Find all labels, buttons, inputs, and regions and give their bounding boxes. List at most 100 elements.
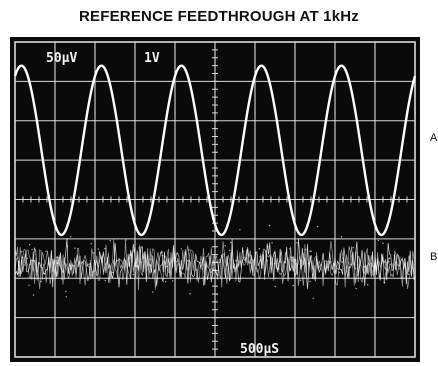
- ch1-scale-readout: 50µV: [46, 51, 77, 66]
- noise-speck: [93, 252, 95, 254]
- noise-speck: [66, 245, 69, 248]
- noise-speck: [65, 290, 67, 293]
- noise-trace-pass: [14, 238, 415, 290]
- noise-speck: [216, 260, 218, 263]
- noise-speck: [380, 262, 383, 264]
- noise-speck: [316, 225, 319, 228]
- noise-speck: [383, 282, 386, 284]
- noise-speck: [21, 257, 23, 259]
- noise-speck: [178, 270, 181, 273]
- noise-speck: [70, 236, 72, 238]
- noise-speck: [266, 260, 269, 262]
- noise-speck: [137, 266, 139, 268]
- noise-speck: [239, 229, 241, 231]
- noise-speck: [249, 254, 252, 256]
- noise-speck: [273, 263, 276, 265]
- noise-speck: [45, 250, 47, 253]
- noise-speck: [109, 239, 112, 242]
- noise-speck: [305, 248, 307, 251]
- noise-speck: [296, 242, 298, 244]
- noise-speck: [15, 252, 17, 255]
- noise-speck: [235, 260, 237, 262]
- noise-speck: [273, 251, 276, 254]
- noise-speck: [104, 279, 106, 282]
- noise-speck: [338, 271, 340, 274]
- noise-speck: [308, 262, 310, 265]
- noise-speck: [347, 262, 350, 264]
- noise-speck: [258, 248, 261, 250]
- noise-speck: [312, 297, 314, 299]
- noise-speck: [130, 254, 132, 256]
- noise-speck: [189, 293, 191, 295]
- trace-label-a: A: [430, 132, 438, 144]
- noise-speck: [377, 239, 379, 242]
- noise-speck: [310, 250, 312, 252]
- noise-speck: [278, 268, 280, 270]
- noise-speck: [152, 291, 154, 293]
- graticule: [14, 41, 416, 358]
- time-base-readout: 500µS: [240, 342, 279, 357]
- noise-speck: [132, 273, 135, 276]
- noise-speck: [164, 256, 166, 258]
- noise-speck: [382, 242, 384, 244]
- noise-speck: [350, 263, 352, 265]
- noise-speck: [216, 293, 218, 296]
- noise-speck: [289, 248, 291, 250]
- noise-speck: [259, 256, 261, 258]
- noise-speck: [363, 266, 366, 268]
- noise-speck: [172, 280, 174, 282]
- noise-speck: [203, 264, 205, 266]
- noise-speck: [230, 241, 232, 244]
- noise-speck: [175, 260, 177, 263]
- noise-speck: [398, 268, 400, 270]
- noise-speck: [388, 261, 390, 263]
- noise-speck: [40, 280, 42, 283]
- noise-speck: [242, 250, 244, 253]
- trace-b-noise: [14, 224, 416, 299]
- noise-speck: [238, 277, 240, 280]
- noise-speck: [74, 247, 76, 249]
- noise-speck: [352, 247, 354, 249]
- noise-speck: [355, 287, 357, 290]
- noise-speck: [300, 259, 302, 261]
- noise-speck: [149, 258, 151, 261]
- noise-speck: [56, 262, 59, 264]
- noise-speck: [271, 242, 273, 244]
- trace-a-sine: [13, 64, 417, 237]
- noise-speck: [28, 244, 31, 246]
- noise-speck: [330, 261, 332, 263]
- noise-speck: [414, 277, 416, 279]
- noise-speck: [291, 256, 293, 259]
- noise-speck: [28, 284, 30, 286]
- noise-speck: [26, 257, 28, 259]
- noise-speck: [394, 267, 397, 269]
- noise-speck: [161, 279, 164, 281]
- ch2-scale-readout: 1V: [144, 51, 160, 66]
- noise-speck: [43, 272, 45, 275]
- noise-speck: [309, 280, 311, 283]
- noise-speck: [125, 239, 127, 241]
- noise-speck: [94, 261, 96, 263]
- noise-speck: [21, 251, 23, 253]
- noise-speck: [188, 249, 190, 251]
- noise-speck: [31, 248, 33, 251]
- noise-speck: [309, 250, 311, 252]
- noise-trace-pass: [14, 241, 415, 290]
- noise-speck: [382, 258, 384, 260]
- noise-speck: [32, 294, 35, 296]
- noise-speck: [89, 260, 92, 262]
- noise-speck: [234, 267, 236, 269]
- noise-speck: [267, 245, 269, 248]
- noise-speck: [388, 257, 391, 259]
- noise-speck: [166, 265, 168, 268]
- noise-speck: [162, 255, 164, 257]
- noise-speck: [342, 257, 344, 259]
- noise-speck: [65, 296, 68, 298]
- noise-speck: [407, 273, 410, 275]
- noise-speck: [224, 245, 226, 247]
- noise-speck: [354, 267, 356, 270]
- noise-speck: [164, 281, 167, 283]
- noise-speck: [56, 256, 58, 258]
- noise-speck: [229, 249, 231, 252]
- noise-speck: [90, 243, 92, 245]
